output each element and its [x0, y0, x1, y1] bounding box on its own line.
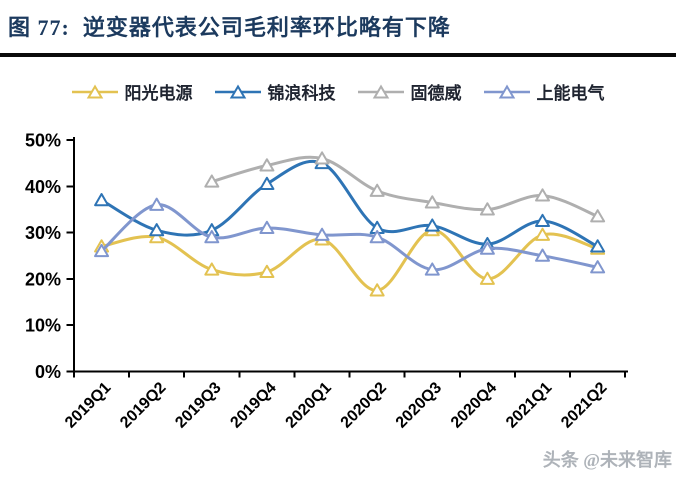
legend-line-marker-icon: [357, 84, 404, 99]
legend-label: 阳光电源: [124, 84, 193, 103]
series-marker-0-3: [259, 264, 275, 278]
series-line-2: [210, 155, 600, 218]
x-tick-label: 2020Q3: [393, 379, 445, 431]
chart-legend: 阳光电源 锦浪科技 固德威 上能电气: [0, 79, 676, 104]
series-marker-0-5: [369, 283, 385, 297]
legend-label: 固德威: [410, 84, 462, 103]
series-marker-2-5: [479, 202, 495, 216]
series-marker-0-8: [535, 227, 551, 241]
series-marker-3-7: [479, 241, 495, 255]
chart-area: 0% 10% 20% 30% 40% 50% 2019Q1 2019Q2 2019Q3 2019Q…: [0, 118, 676, 478]
series-marker-3-8: [535, 248, 551, 262]
series-marker-0-1: [149, 230, 165, 244]
series-marker-3-2: [204, 230, 220, 244]
y-tick-label: 50%: [25, 131, 61, 151]
series-marker-3-9: [590, 260, 606, 274]
x-tick-label: 2021Q2: [558, 379, 610, 431]
y-tick-label: 40%: [25, 177, 61, 197]
series-marker-1-6: [424, 218, 440, 232]
series-marker-0-2: [204, 262, 220, 276]
watermark: 头条 @未来智库: [542, 450, 672, 470]
series-marker-2-0: [204, 174, 220, 188]
series-marker-2-2: [314, 151, 330, 165]
x-tick-label: 2020Q1: [283, 379, 335, 431]
legend-line-marker-icon: [71, 84, 118, 99]
x-tick-label: 2020Q2: [338, 379, 390, 431]
series-marker-3-0: [94, 243, 110, 258]
series-marker-1-1: [149, 223, 165, 237]
legend-label: 上能电气: [536, 84, 605, 103]
chart-canvas: 0% 10% 20% 30% 40% 50% 2019Q1 2019Q2 2019Q3 2019Q…: [25, 131, 629, 432]
series-marker-1-9: [590, 239, 606, 253]
series-marker-2-1: [259, 158, 275, 172]
series-marker-3-6: [424, 262, 440, 276]
y-tick-label: 30%: [25, 223, 61, 243]
x-tick-label: 2019Q3: [172, 379, 224, 431]
series-marker-2-6: [535, 188, 551, 202]
series-marker-1-8: [535, 213, 551, 228]
legend-item-0: 阳光电源: [71, 79, 193, 104]
x-tick-label: 2019Q4: [227, 379, 279, 431]
figure-title: 图 77: 逆变器代表公司毛利率环比略有下降: [8, 15, 451, 40]
legend-item-3: 上能电气: [483, 79, 605, 104]
legend-line-marker-icon: [214, 84, 261, 99]
x-tick-label: 2019Q1: [62, 379, 114, 431]
series-marker-2-7: [590, 209, 606, 223]
series-marker-1-0: [94, 192, 110, 207]
x-tick-label: 2021Q1: [503, 379, 555, 431]
x-tick-label: 2020Q4: [448, 379, 500, 431]
y-tick-label: 0%: [35, 362, 61, 382]
series-marker-3-4: [314, 227, 330, 241]
legend-line-marker-icon: [483, 84, 530, 99]
series-marker-0-7: [479, 271, 495, 285]
series-marker-3-3: [259, 220, 275, 234]
series-line-3: [100, 203, 600, 272]
series-line-1: [100, 160, 600, 248]
series-marker-1-3: [259, 176, 275, 190]
y-tick-label: 20%: [25, 269, 61, 289]
x-tick-label: 2019Q2: [117, 379, 169, 431]
series-marker-2-3: [369, 183, 385, 197]
series-line-0: [100, 228, 600, 292]
series-marker-3-5: [369, 230, 385, 244]
title-underline: [0, 53, 676, 57]
y-tick-label: 10%: [25, 316, 61, 336]
legend-item-1: 锦浪科技: [214, 79, 336, 104]
series-marker-2-4: [424, 195, 440, 209]
series-marker-3-1: [149, 197, 165, 211]
legend-item-2: 固德威: [357, 79, 462, 104]
legend-label: 锦浪科技: [267, 84, 336, 103]
